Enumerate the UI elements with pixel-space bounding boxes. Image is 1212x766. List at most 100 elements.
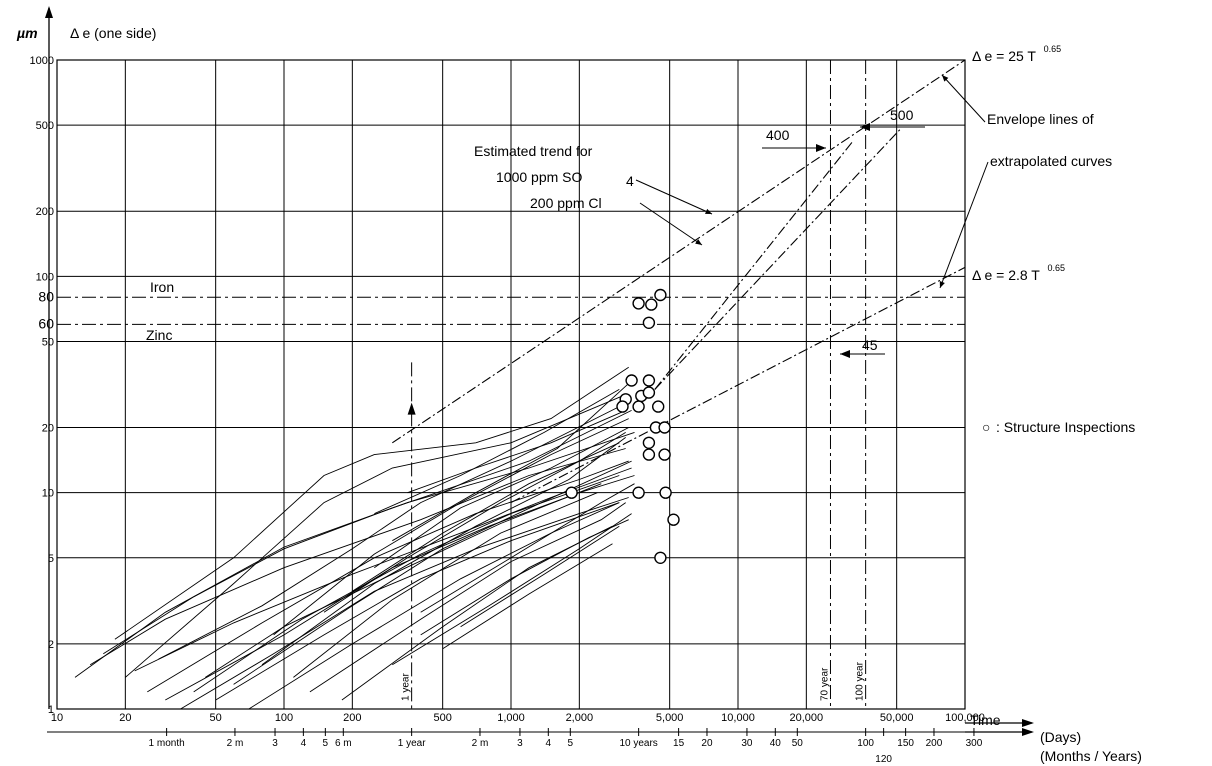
test-curve [193,475,620,693]
x-tick-label-months-years: 1 year [398,738,426,749]
inspection-point [652,400,665,413]
x-tick-label-days: 2,000 [566,712,594,724]
vertical-line-label: 70 year [819,667,830,701]
months-axis-arrowhead [1022,728,1034,736]
days-axis-arrowhead [1022,719,1034,727]
test-curve [407,409,626,494]
envelope-upper-label: Δ e = 25 T 0.65 [972,44,1061,64]
x-tick-label-months-years: 15 [673,738,685,749]
x-tick-label-days: 1,000 [497,712,525,724]
x-tick-label-months-years: 4 [301,738,307,749]
test-curve [273,418,629,636]
estimated-trend-label-2: 1000 ppm SO [496,169,582,185]
inspection-point [658,421,671,434]
inspection-point [616,400,629,413]
x-tick-label-months-years: 100 [857,738,874,749]
y-tick-label: 10 [42,488,54,500]
inspection-point [632,400,645,413]
test-curve [323,432,626,613]
x-tick-label-days: 500 [433,712,451,724]
x-tick-label-days: 5,000 [656,712,684,724]
envelope-line [510,266,966,504]
x-tick-label-months-years: 150 [897,738,914,749]
x-tick-label-months-years: 300 [966,738,983,749]
estimated-trend-subscript: 4 [626,173,634,189]
one-year-arrowhead [407,402,416,415]
inspection-point [642,386,656,399]
estimated-trend-label-3: 200 ppm Cl [530,195,602,211]
test-curve [309,502,626,693]
pointer-cl [639,202,703,246]
inspection-point [642,374,656,387]
x-tick-label-months-years: 30 [741,738,753,749]
y-tick-label: 5 [48,553,54,565]
y-tick-label: 200 [36,206,54,218]
inspection-point [632,486,645,499]
inspection-point [625,374,638,387]
inspection-point [632,297,645,310]
x-tick-label-days: 50,000 [880,712,914,724]
pointer-envelope-upper-head [942,75,949,82]
marker-45-head [840,350,850,358]
x-tick-label-months-years: 10 years [619,738,657,749]
marker-500: 500 [890,107,914,123]
trend-line [654,141,854,390]
x-axis-label: Time [970,712,1001,728]
inspection-point [654,288,667,302]
y-tick-label: 1 [48,704,54,716]
x-tick-label-months-years: 5 [568,738,574,749]
y-tick-label: 100 [36,271,54,283]
pointer-envelope-upper [941,74,986,123]
test-curve [74,431,635,678]
test-curve [460,525,620,628]
envelope-lower-label: Δ e = 2.8 T 0.65 [972,263,1065,283]
inspection-point [642,436,656,449]
pointer-envelope-lower-head [939,281,945,288]
envelope-note-2: extrapolated curves [990,153,1112,169]
test-curve [125,395,623,678]
x-tick-label-months-years: 6 m [335,738,352,749]
test-curve [420,483,635,613]
inspection-point [645,298,658,311]
inspection-points-layer [565,288,680,564]
y-tick-label: 20 [42,423,54,435]
y-axis-unit: µm [16,25,38,41]
inspection-point [654,551,667,564]
x-tick-label-months-years: 20 [701,738,713,749]
x-axis-unit-months-years: (Months / Years) [1040,748,1142,764]
test-curve [248,502,620,710]
x-tick-label-months-years: 5 [323,738,329,749]
envelope-note-1: Envelope lines of [987,111,1094,127]
x-tick-label-months-years: 50 [792,738,804,749]
x-tick-label-months-years: 3 [517,738,523,749]
marker-500-head [860,123,870,131]
x-tick-label-months-years: 120 [875,754,892,765]
test-curve [114,366,629,640]
inspection-point [667,513,680,526]
y-tick-label: 500 [36,120,54,132]
x-tick-label-days: 50 [210,712,222,724]
y-tick-label: 50 [42,336,54,348]
y-tick-label: 60 [38,315,54,331]
x-axis-unit-days: (Days) [1040,729,1081,745]
marker-400: 400 [766,127,790,143]
zinc-label: Zinc [146,327,172,343]
x-tick-label-days: 200 [343,712,361,724]
y-tick-label: 2 [48,639,54,651]
pointer-so4 [635,179,713,215]
x-tick-label-months-years: 200 [926,738,943,749]
test-curves-layer [74,366,635,710]
test-curve [205,483,602,678]
test-curve [392,383,630,542]
y-tick-label: 80 [38,288,54,304]
x-tick-label-months-years: 2 m [227,738,244,749]
pointer-so4-head [705,208,712,214]
test-curve [392,513,632,666]
inspection-point [642,448,656,461]
test-curve [103,409,632,655]
y-axis-arrowhead [45,6,53,18]
x-tick-label-months-years: 4 [546,738,552,749]
x-tick-label-months-years: 2 m [472,738,489,749]
vertical-line-label: 1 year [401,673,412,701]
